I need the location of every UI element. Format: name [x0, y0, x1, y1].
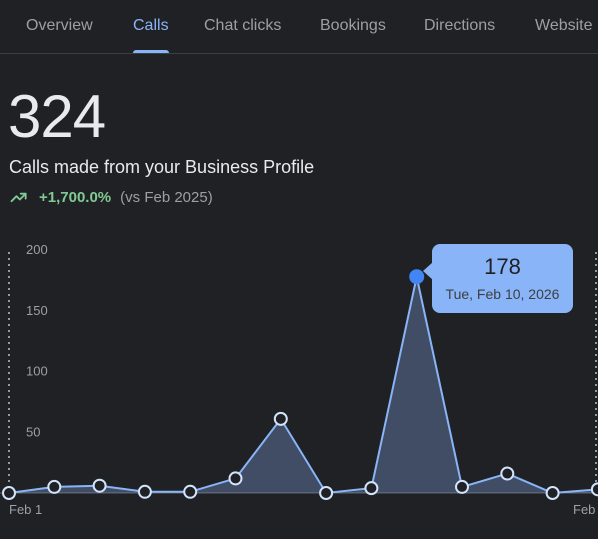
- data-point: [364, 481, 379, 496]
- tab-website[interactable]: Website: [535, 17, 593, 34]
- data-point: [183, 484, 198, 499]
- data-point: [2, 486, 16, 500]
- active-tab-indicator: [133, 50, 169, 53]
- tooltip-date: Tue, Feb 10, 2026: [445, 286, 560, 302]
- data-point: [273, 411, 288, 426]
- y-tick-label: 200: [26, 242, 48, 257]
- tab-chat-clicks[interactable]: Chat clicks: [204, 17, 282, 34]
- change-percentage: +1,700.0%: [39, 188, 112, 206]
- data-point: [545, 486, 560, 500]
- series-line: [8, 276, 598, 495]
- tab-directions[interactable]: Directions: [424, 17, 496, 34]
- x-tick-label: Feb 1: [9, 502, 42, 517]
- x-tick-label: Feb: [573, 502, 595, 517]
- calls-chart: 50 100 150 200 Feb 1 Feb: [0, 242, 598, 517]
- data-point: [500, 466, 515, 481]
- y-tick-label: 50: [26, 424, 40, 439]
- tab-overview[interactable]: Overview: [26, 17, 93, 34]
- y-tick-label: 100: [26, 364, 48, 379]
- metric-tabs: Overview Calls Chat clicks Bookings Dire…: [0, 0, 598, 54]
- data-point: [319, 486, 334, 500]
- tab-calls[interactable]: Calls: [133, 17, 169, 34]
- total-calls-value: 324: [8, 83, 106, 150]
- data-point: [92, 478, 107, 493]
- tab-bookings[interactable]: Bookings: [320, 17, 386, 34]
- trending-up-icon: [10, 192, 27, 203]
- data-point: [455, 479, 469, 494]
- data-point: [228, 471, 243, 486]
- chart-tooltip: 178 Tue, Feb 10, 2026: [423, 244, 573, 313]
- data-point: [590, 482, 598, 497]
- data-point: [47, 479, 62, 494]
- change-row: +1,700.0% (vs Feb 2025): [9, 187, 213, 207]
- metric-description: Calls made from your Business Profile: [9, 157, 315, 177]
- highlighted-data-point: [409, 269, 425, 285]
- y-tick-label: 150: [26, 303, 48, 318]
- tooltip-value: 178: [484, 254, 521, 279]
- comparison-period: (vs Feb 2025): [120, 188, 213, 206]
- data-point: [137, 484, 152, 499]
